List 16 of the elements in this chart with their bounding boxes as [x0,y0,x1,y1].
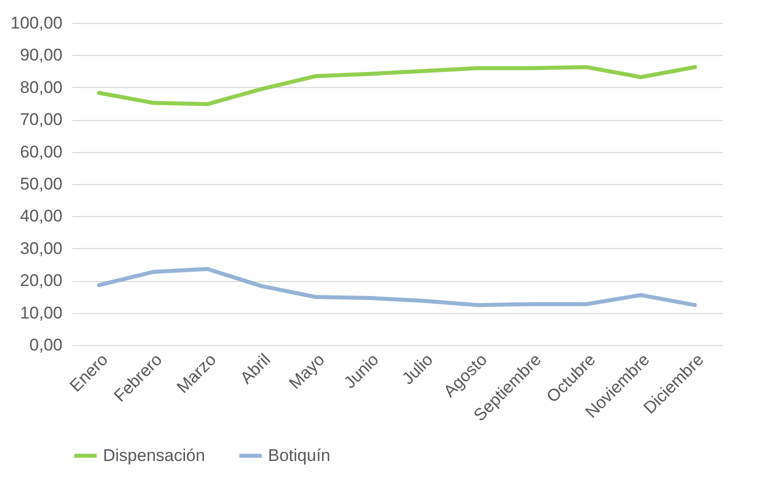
line-series [97,267,697,308]
x-tick-label: Julio [398,350,437,388]
y-tick-label: 40,00 [20,206,62,226]
y-tick-label: 10,00 [20,303,62,322]
y-tick-label: 20,00 [20,271,62,290]
y-tick-label: 70,00 [20,110,62,130]
legend-label: Dispensación [103,446,206,465]
y-tick-label: 100,00 [10,14,62,32]
y-tick-label: 30,00 [20,238,62,258]
legend-label: Botiquín [268,446,330,465]
y-tick-label: 90,00 [20,46,62,65]
y-tick-label: 80,00 [20,78,62,97]
y-tick-label: 60,00 [20,142,62,162]
line-series [97,65,697,106]
y-tick-label: 0,00 [29,336,62,354]
y-tick-label: 50,00 [20,174,62,194]
